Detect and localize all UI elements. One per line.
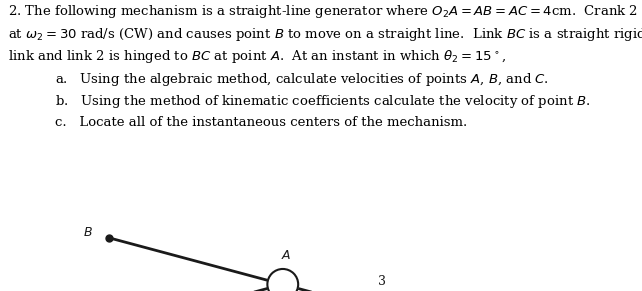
Text: $A$: $A$ [281, 249, 291, 262]
Text: b.   Using the method of kinematic coefficients calculate the velocity of point : b. Using the method of kinematic coeffic… [55, 93, 591, 110]
Text: link and link 2 is hinged to $BC$ at point $A$.  At an instant in which $\theta_: link and link 2 is hinged to $BC$ at poi… [8, 48, 507, 65]
Text: 2. The following mechanism is a straight-line generator where $O_2A{=}AB{=}AC{=}: 2. The following mechanism is a straight… [8, 3, 642, 20]
Circle shape [267, 269, 298, 291]
Text: 3: 3 [378, 276, 386, 288]
Text: a.   Using the algebraic method, calculate velocities of points $A$, $B$, and $C: a. Using the algebraic method, calculate… [55, 71, 548, 88]
Text: at $\omega_2 = 30$ rad/s (CW) and causes point $B$ to move on a straight line.  : at $\omega_2 = 30$ rad/s (CW) and causes… [8, 26, 642, 43]
Text: $B$: $B$ [83, 226, 93, 239]
Text: c.   Locate all of the instantaneous centers of the mechanism.: c. Locate all of the instantaneous cente… [55, 116, 467, 129]
